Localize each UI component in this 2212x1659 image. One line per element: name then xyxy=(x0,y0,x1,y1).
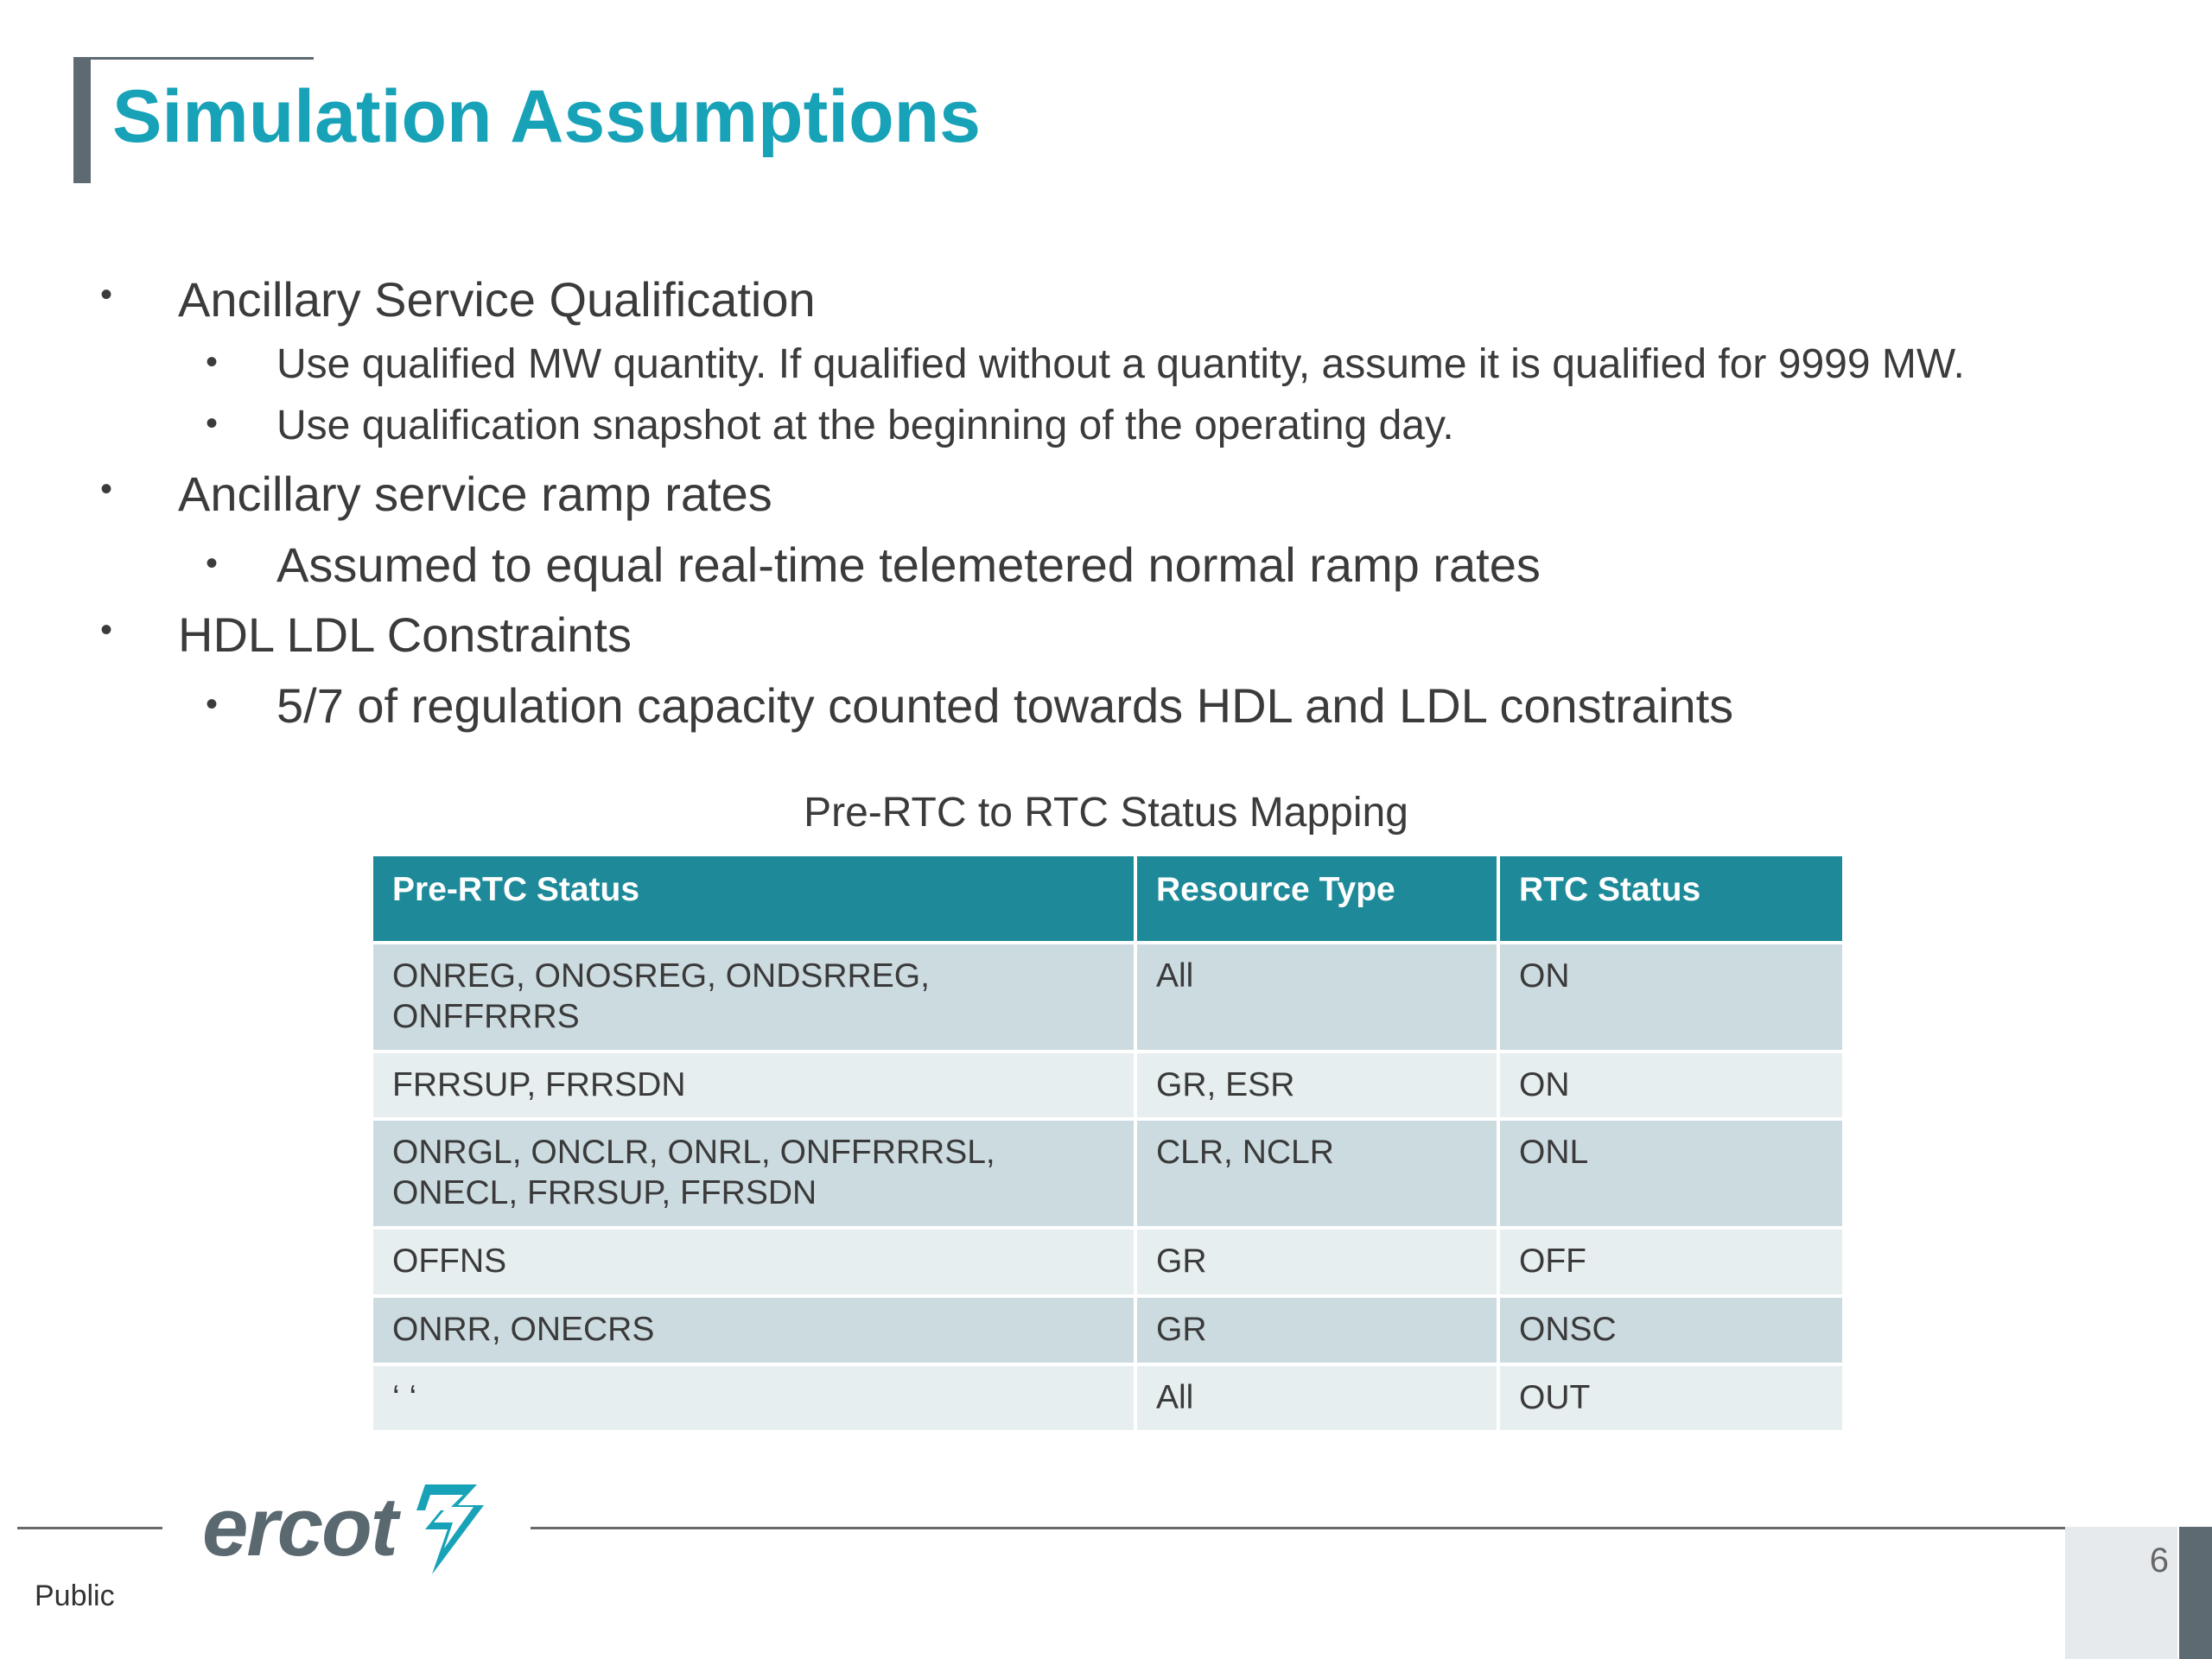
cell-pre-rtc-status: ‘ ‘ xyxy=(370,1362,1137,1434)
table-caption: Pre-RTC to RTC Status Mapping xyxy=(804,790,1408,836)
sub-bullet: • Use qualified MW quantity. If qualifie… xyxy=(206,340,1965,390)
bullet-dot: • xyxy=(100,611,113,649)
cell-pre-rtc-status: FRRSUP, FRRSDN xyxy=(370,1049,1137,1122)
sub-bullet: • Assumed to equal real-time telemetered… xyxy=(206,536,1541,594)
sub-bullet: • 5/7 of regulation capacity counted tow… xyxy=(206,677,1734,734)
sub-bullet-text: Use qualification snapshot at the beginn… xyxy=(276,403,1454,448)
sub-bullet-text: Use qualified MW quantity. If qualified … xyxy=(276,341,1965,387)
header-resource-type: Resource Type xyxy=(1134,853,1500,944)
page-number: 6 xyxy=(2149,1541,2169,1580)
table-row: ONRR, ONECRS GR ONSC xyxy=(370,1294,1846,1366)
cell-resource-type: All xyxy=(1134,941,1500,1053)
header-rtc-status: RTC Status xyxy=(1497,853,1846,944)
ercot-logo: ercot xyxy=(202,1481,484,1574)
sub-bullet-text: 5/7 of regulation capacity counted towar… xyxy=(276,678,1734,733)
cell-pre-rtc-status: ONRR, ONECRS xyxy=(370,1294,1137,1366)
table-row: OFFNS GR OFF xyxy=(370,1225,1846,1298)
header-pre-rtc-status: Pre-RTC Status xyxy=(370,853,1137,944)
footer-rule-left xyxy=(17,1527,162,1529)
cell-pre-rtc-status: ONRGL, ONCLR, ONRL, ONFFRRRSL, ONECL, FR… xyxy=(370,1117,1137,1230)
cell-rtc-status: OUT xyxy=(1497,1362,1846,1434)
cell-rtc-status: ONSC xyxy=(1497,1294,1846,1366)
cell-rtc-status: ONL xyxy=(1497,1117,1846,1230)
footer-rule-right xyxy=(531,1527,2177,1529)
cell-resource-type: GR xyxy=(1134,1294,1500,1366)
bullet-text: HDL LDL Constraints xyxy=(178,607,632,662)
title-accent-bar xyxy=(73,57,91,183)
bullet-ramp-rates: • Ancillary service ramp rates xyxy=(100,465,772,523)
bullet-text: Ancillary service ramp rates xyxy=(178,467,772,521)
cell-rtc-status: OFF xyxy=(1497,1225,1846,1298)
bullet-text: Ancillary Service Qualification xyxy=(178,272,816,327)
status-mapping-table: Pre-RTC Status Resource Type RTC Status … xyxy=(370,853,1846,1434)
cell-resource-type: GR xyxy=(1134,1225,1500,1298)
table-row: FRRSUP, FRRSDN GR, ESR ON xyxy=(370,1049,1846,1122)
sub-bullet-text: Assumed to equal real-time telemetered n… xyxy=(276,537,1541,592)
slide-title: Simulation Assumptions xyxy=(112,75,981,158)
page-number-box xyxy=(2065,1527,2177,1659)
bullet-dot: • xyxy=(206,343,219,381)
cell-pre-rtc-status: ONREG, ONOSREG, ONDSRREG, ONFFRRRS xyxy=(370,941,1137,1053)
table-header-row: Pre-RTC Status Resource Type RTC Status xyxy=(370,853,1846,944)
table-row: ONREG, ONOSREG, ONDSRREG, ONFFRRRS All O… xyxy=(370,941,1846,1053)
cell-pre-rtc-status: OFFNS xyxy=(370,1225,1137,1298)
cell-resource-type: CLR, NCLR xyxy=(1134,1117,1500,1230)
page-number-stripe xyxy=(2179,1527,2212,1659)
bullet-dot: • xyxy=(206,685,219,723)
bullet-dot: • xyxy=(100,470,113,508)
table-row: ‘ ‘ All OUT xyxy=(370,1362,1846,1434)
sub-bullet: • Use qualification snapshot at the begi… xyxy=(206,401,1454,451)
cell-resource-type: All xyxy=(1134,1362,1500,1434)
bullet-dot: • xyxy=(100,276,113,314)
cell-rtc-status: ON xyxy=(1497,941,1846,1053)
title-accent-line xyxy=(73,57,314,60)
bullet-ancillary-qualification: • Ancillary Service Qualification xyxy=(100,270,816,328)
cell-resource-type: GR, ESR xyxy=(1134,1049,1500,1122)
bullet-hdl-ldl: • HDL LDL Constraints xyxy=(100,606,632,664)
ercot-bolt-icon xyxy=(416,1484,484,1574)
logo-wordmark: ercot xyxy=(202,1481,402,1573)
cell-rtc-status: ON xyxy=(1497,1049,1846,1122)
bullet-dot: • xyxy=(206,404,219,442)
bolt-inner xyxy=(425,1495,474,1548)
table-row: ONRGL, ONCLR, ONRL, ONFFRRRSL, ONECL, FR… xyxy=(370,1117,1846,1230)
bullet-dot: • xyxy=(206,544,219,582)
classification-label: Public xyxy=(35,1580,115,1612)
